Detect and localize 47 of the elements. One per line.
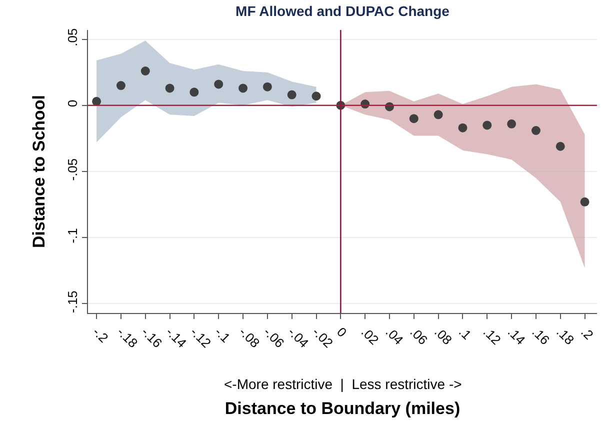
x-tick-label: .04 bbox=[382, 324, 406, 348]
point bbox=[190, 88, 199, 97]
x-tick-label: -.18 bbox=[114, 324, 141, 351]
y-tick-label: -.15 bbox=[64, 290, 80, 313]
point bbox=[507, 119, 516, 128]
x-tick-label: 0 bbox=[334, 324, 350, 340]
x-tick-label: -.14 bbox=[163, 324, 190, 351]
y-tick-label: -.1 bbox=[64, 228, 80, 244]
x-tick-label: -.16 bbox=[138, 324, 166, 351]
x-tick-label: -.06 bbox=[260, 324, 288, 351]
x-tick-label: -.1 bbox=[212, 324, 234, 346]
x-tick-label: -.02 bbox=[310, 324, 336, 351]
point bbox=[458, 123, 468, 132]
point bbox=[140, 66, 150, 76]
x-tick-label: .18 bbox=[554, 324, 578, 348]
x-tick-label: .16 bbox=[529, 324, 553, 348]
x-tick-label: -.08 bbox=[236, 324, 263, 351]
point bbox=[531, 126, 540, 135]
x-tick-label: .2 bbox=[578, 324, 596, 342]
point bbox=[287, 90, 296, 100]
x-axis-title: Distance to Boundary (miles) bbox=[224, 399, 460, 418]
point bbox=[312, 92, 321, 101]
point bbox=[116, 81, 126, 90]
point bbox=[165, 84, 174, 93]
x-tick-label: .08 bbox=[432, 324, 455, 348]
x-tick-label: -.12 bbox=[187, 324, 214, 351]
point bbox=[580, 197, 590, 206]
y-tick-label: .05 bbox=[64, 28, 80, 46]
x-tick-label: .1 bbox=[456, 324, 474, 342]
x-tick-label: .02 bbox=[358, 324, 382, 348]
y-tick-label: 0 bbox=[64, 100, 80, 108]
point bbox=[214, 80, 224, 89]
point bbox=[434, 110, 443, 120]
text: <-More restrictive | Less restrictive -> bbox=[224, 376, 462, 392]
x-tick-label: -.2 bbox=[90, 324, 112, 346]
x-tick-label: .14 bbox=[504, 324, 528, 348]
point bbox=[556, 142, 565, 151]
point bbox=[238, 84, 248, 93]
point bbox=[262, 82, 272, 92]
point bbox=[482, 120, 492, 130]
y-axis-title: Distance to School bbox=[29, 94, 48, 248]
x-tick-label: .12 bbox=[480, 324, 504, 348]
chart-title: MF Allowed and DUPAC Change bbox=[236, 3, 450, 20]
point bbox=[409, 114, 418, 124]
x-tick-label: -.04 bbox=[285, 324, 312, 351]
y-tick-label: -.05 bbox=[64, 158, 80, 181]
x-tick-label: .06 bbox=[407, 324, 431, 348]
